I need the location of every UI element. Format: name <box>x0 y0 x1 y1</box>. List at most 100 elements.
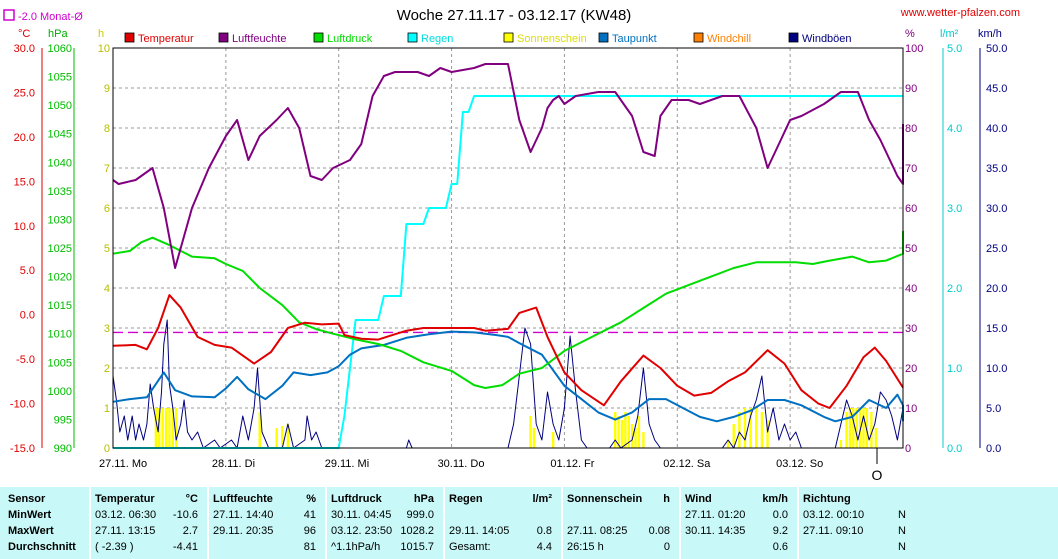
legend-swatch-3 <box>407 32 418 43</box>
rain-tick-label: 3.0 <box>947 203 962 215</box>
sunshine-bar <box>760 412 764 448</box>
sunshine-bar <box>743 408 747 448</box>
stats-header-temp-unit: °C <box>185 493 198 505</box>
sunshine-bar <box>870 412 873 448</box>
stats-press-value: 1028.2 <box>400 525 434 537</box>
sunshine-bar <box>171 408 175 448</box>
legend: Temperatur Luftfeuchte Luftdruck Regen Sonne… <box>124 32 852 45</box>
sun-tick-label: 10 <box>98 43 110 55</box>
sun-tick-label: 5 <box>104 243 110 255</box>
legend-swatch-4 <box>503 32 514 43</box>
sunshine-bar <box>627 416 630 448</box>
sunshine-bar <box>755 408 758 448</box>
wind-tick-label: 35.0 <box>986 163 1007 175</box>
series-line-temperatur <box>112 294 904 409</box>
stats-header-rain: Regen <box>449 493 483 505</box>
sunshine-bar <box>286 424 290 448</box>
rain-tick-label: 2.0 <box>947 283 962 295</box>
stats-header-sun: Sonnenschein <box>567 493 643 505</box>
table-separator <box>679 487 681 559</box>
stats-dir-value: N <box>898 541 906 553</box>
temp-tick-label: 0.0 <box>20 310 35 322</box>
stats-press-value: 999.0 <box>406 509 434 521</box>
sun-tick-label: 6 <box>104 203 110 215</box>
day-label-3: 30.11. Do <box>438 458 485 470</box>
day-label-2: 29.11. Mi <box>325 458 369 470</box>
stats-press-time: 03.12. 23:50 <box>331 525 393 537</box>
pressure-tick-label: 1025 <box>48 243 72 255</box>
table-separator <box>797 487 799 559</box>
rain-tick-label: 1.0 <box>947 363 962 375</box>
pressure-tick-label: 1005 <box>48 357 72 369</box>
plot-frame: O <box>112 47 904 483</box>
pressure-tick-label: 1010 <box>48 329 72 341</box>
rain-axis-unit: l/m² <box>940 28 959 40</box>
pressure-tick-label: 1035 <box>48 186 72 198</box>
sunshine-bar <box>749 408 752 448</box>
wind-tick-label: 20.0 <box>986 283 1007 295</box>
pressure-tick-label: 1015 <box>48 300 72 312</box>
temp-tick-label: -15.0 <box>10 443 35 455</box>
stats-dir-value: N <box>898 509 906 521</box>
series-line-windböen <box>112 319 904 449</box>
temp-tick-label: 15.0 <box>14 176 35 188</box>
stats-dir-value: N <box>898 525 906 537</box>
sunshine-bar <box>874 428 878 448</box>
series-line-luftdruck <box>112 230 904 389</box>
stats-header-sensor: Sensor <box>8 493 46 505</box>
stats-sun-value: 0 <box>663 541 670 553</box>
sunshine-bar <box>158 408 161 448</box>
stats-hum-time: 29.11. 20:35 <box>213 525 274 537</box>
sunshine-bar <box>620 420 624 448</box>
sunshine-bar <box>848 408 852 448</box>
legend-swatch-6 <box>693 32 704 43</box>
statistics-table: Sensor Temperatur °C Luftfeuchte% Luftdruck h… <box>0 487 1058 559</box>
legend-label-7: Windböen <box>802 33 852 45</box>
legend-label-1: Luftfeuchte <box>232 33 286 45</box>
stats-press-time: 30.11. 04:45 <box>331 509 392 521</box>
rain-tick-label: 4.0 <box>947 123 962 135</box>
legend-label-6: Windchill <box>707 33 751 45</box>
sun-tick-label: 7 <box>104 163 110 175</box>
day-label-0: 27.11. Mo <box>99 458 147 470</box>
table-separator <box>89 487 91 559</box>
legend-label-5: Taupunkt <box>612 33 657 45</box>
sunshine-bar <box>732 424 735 448</box>
stats-press-time: ^1.1hPa/h <box>331 541 381 553</box>
stats-wind-value: 0.0 <box>772 509 788 521</box>
wind-tick-label: 45.0 <box>986 83 1007 95</box>
series-line-luftfeuchte <box>112 63 904 269</box>
stats-header-rain-unit: l/m² <box>532 493 552 505</box>
pressure-tick-label: 1030 <box>48 214 72 226</box>
website-link[interactable]: www.wetter-pfalzen.com <box>900 7 1020 19</box>
sunshine-bar <box>630 424 634 448</box>
humidity-tick-label: 100 <box>905 43 923 55</box>
stats-rain-time: Gesamt: <box>449 541 491 553</box>
sunshine-bar <box>634 428 637 448</box>
series-line-taupunkt <box>112 330 904 423</box>
stats-temp-time: 27.11. 13:15 <box>95 525 156 537</box>
sunshine-bar <box>839 440 843 448</box>
wind-tick-label: 15.0 <box>986 323 1007 335</box>
day-label-4: 01.12. Fr <box>550 458 594 470</box>
pressure-tick-label: 995 <box>54 414 72 426</box>
rain-tick-label: 5.0 <box>947 43 962 55</box>
sunshine-bar <box>532 428 536 448</box>
sun-tick-label: 2 <box>104 363 110 375</box>
pressure-tick-label: 1040 <box>48 157 72 169</box>
sunshine-bar <box>551 432 555 448</box>
stats-header-hum: Luftfeuchte <box>213 493 273 505</box>
stats-wind-value: 9.2 <box>772 525 788 537</box>
sunshine-bar <box>281 426 284 448</box>
legend-swatch-5 <box>598 32 609 43</box>
stats-rain-value: 0.8 <box>536 525 552 537</box>
stats-sun-time: 27.11. 08:25 <box>567 525 628 537</box>
legend-swatch-2 <box>313 32 324 43</box>
sun-tick-label: 3 <box>104 323 110 335</box>
sunshine-bar <box>164 408 168 448</box>
sunshine-bar <box>168 408 171 448</box>
stats-header-dir: Richtung <box>803 493 851 505</box>
temp-tick-label: 10.0 <box>14 221 35 233</box>
stats-row-label: Durchschnitt <box>8 541 76 553</box>
humidity-tick-label: 60 <box>905 203 917 215</box>
